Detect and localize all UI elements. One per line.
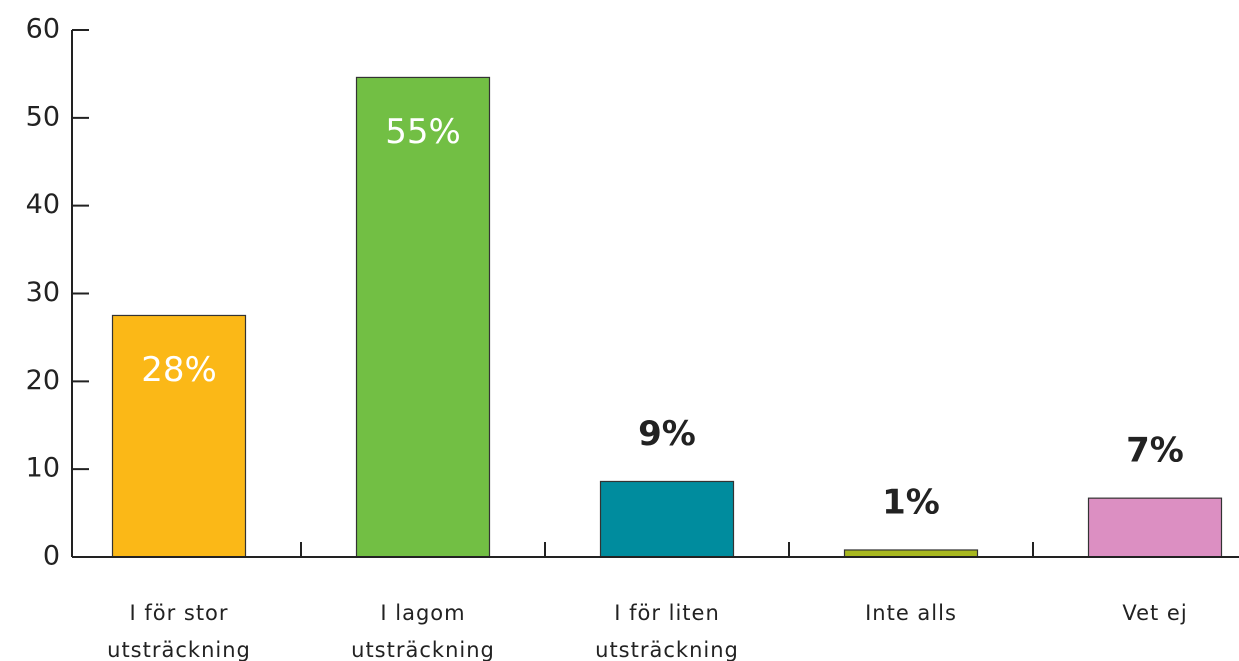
x-tick-label: I för stor utsträckning — [107, 601, 251, 661]
bar — [111, 314, 247, 558]
y-tick-label: 50 — [26, 101, 60, 132]
y-tick-label: 0 — [43, 541, 60, 572]
y-tick-label: 10 — [26, 453, 60, 484]
value-label: 1% — [882, 482, 940, 522]
x-tick-label: I lagom utsträckning — [351, 601, 495, 661]
value-label: 7% — [1126, 431, 1184, 471]
bar — [599, 480, 735, 558]
y-tick-label: 40 — [26, 189, 60, 220]
value-label: 28% — [141, 350, 217, 390]
value-label: 9% — [638, 414, 696, 454]
x-tick-label: Inte alls — [865, 601, 957, 625]
bar — [1087, 497, 1223, 558]
y-tick-label: 60 — [26, 14, 60, 45]
y-tick-label: 20 — [26, 365, 60, 396]
y-tick-label: 30 — [26, 277, 60, 308]
bar — [355, 76, 491, 558]
value-label: 55% — [385, 112, 461, 152]
x-tick-label: Vet ej — [1122, 601, 1188, 625]
x-tick-label: I för liten utsträckning — [595, 601, 739, 661]
bar — [843, 549, 979, 558]
